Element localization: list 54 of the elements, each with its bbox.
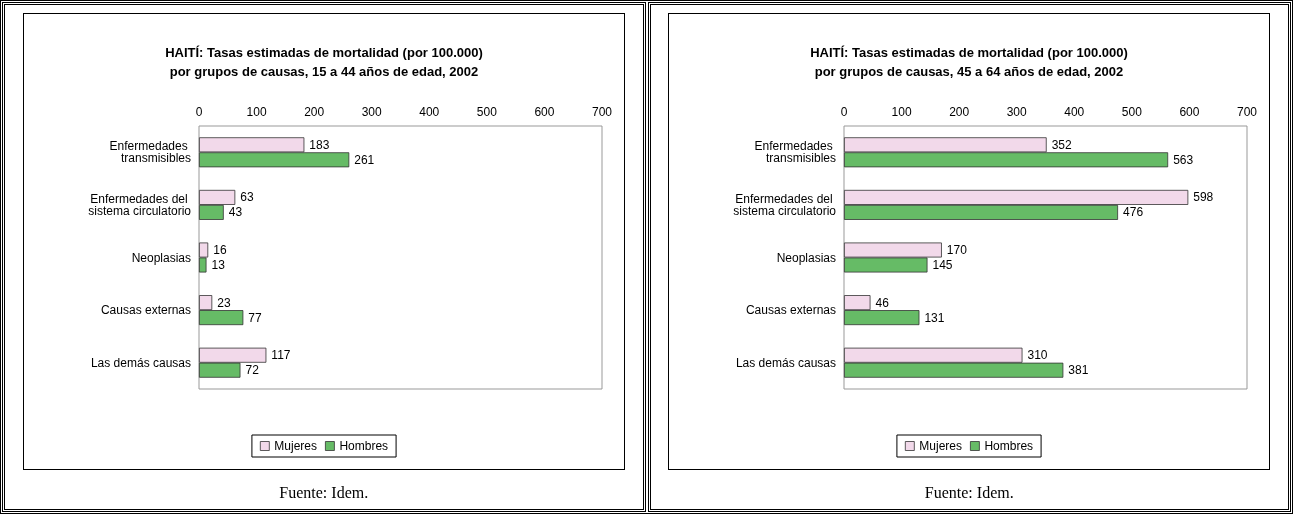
source-note: Fuente: Idem.	[278, 484, 370, 502]
x-tick-label: 700	[591, 105, 613, 119]
x-tick-label: 500	[1122, 105, 1143, 119]
x-tick-label: 200	[949, 105, 970, 119]
data-label: 13	[211, 258, 225, 272]
data-label: 72	[245, 363, 259, 378]
data-label: 46	[875, 295, 890, 310]
x-tick-label: 100	[246, 105, 267, 119]
legend-label: Mujeres	[919, 439, 963, 453]
data-label: 170	[947, 243, 968, 257]
data-label: 77	[248, 310, 262, 325]
x-tick-label: 200	[303, 105, 325, 119]
data-label: 43	[228, 205, 243, 220]
x-tick-label: 300	[1006, 105, 1028, 119]
x-tick-label: 0	[195, 105, 203, 119]
data-label: 476	[1123, 205, 1144, 220]
data-label: 63	[240, 190, 254, 205]
legend-label: Hombres	[984, 439, 1034, 453]
source-note: Fuente: Idem.	[923, 484, 1015, 502]
x-tick-label: 400	[1064, 105, 1085, 119]
x-tick-label: 600	[534, 105, 555, 119]
x-tick-label: 700	[1237, 105, 1258, 119]
data-label: 23	[216, 295, 231, 310]
data-label: 352	[1051, 137, 1073, 152]
x-tick-label: 0	[840, 105, 848, 119]
y-tick-label: Las demás causas	[90, 355, 191, 370]
data-label: 16	[212, 243, 227, 257]
x-tick-label: 100	[891, 105, 913, 119]
y-tick-label: Neoplasias	[776, 250, 837, 265]
y-tick-label: Causas externas	[100, 303, 191, 318]
y-tick-label: Las demás causas	[736, 355, 837, 370]
chart-title: HAITÍ: Tasas estimadas de mortalidad (por 100.000) por grupos de causas, 15 a 44 años de edad, 2002	[164, 45, 483, 79]
data-label: 131	[924, 310, 946, 325]
y-tick-label: Enfermedades transmisibles	[754, 139, 837, 166]
data-label: 183	[309, 137, 330, 152]
x-tick-label: 600	[1179, 105, 1201, 119]
x-tick-label: 300	[361, 105, 382, 119]
data-label: 381	[1068, 363, 1089, 378]
legend-label: Mujeres	[274, 439, 317, 453]
data-label: 145	[932, 258, 954, 272]
x-tick-label: 500	[476, 105, 497, 119]
y-tick-label: Causas externas	[746, 303, 837, 318]
chart-title: HAITÍ: Tasas estimadas de mortalidad (por 100.000) por grupos de causas, 45 a 64 años de edad, 2002	[810, 45, 1129, 79]
data-label: 598	[1193, 190, 1214, 205]
data-label: 117	[271, 348, 291, 363]
data-label: 310	[1027, 348, 1049, 363]
y-tick-label: Enfermedades transmisibles	[109, 139, 191, 166]
y-tick-label: Neoplasias	[131, 250, 191, 265]
x-tick-label: 400	[419, 105, 440, 119]
legend-label: Hombres	[339, 439, 388, 453]
y-tick-label: Enfermedades del sistema circulatorio	[88, 191, 192, 218]
y-tick-label: Enfermedades del sistema circulatorio	[733, 191, 837, 218]
data-label: 563	[1173, 152, 1194, 167]
data-label: 261	[354, 152, 375, 167]
